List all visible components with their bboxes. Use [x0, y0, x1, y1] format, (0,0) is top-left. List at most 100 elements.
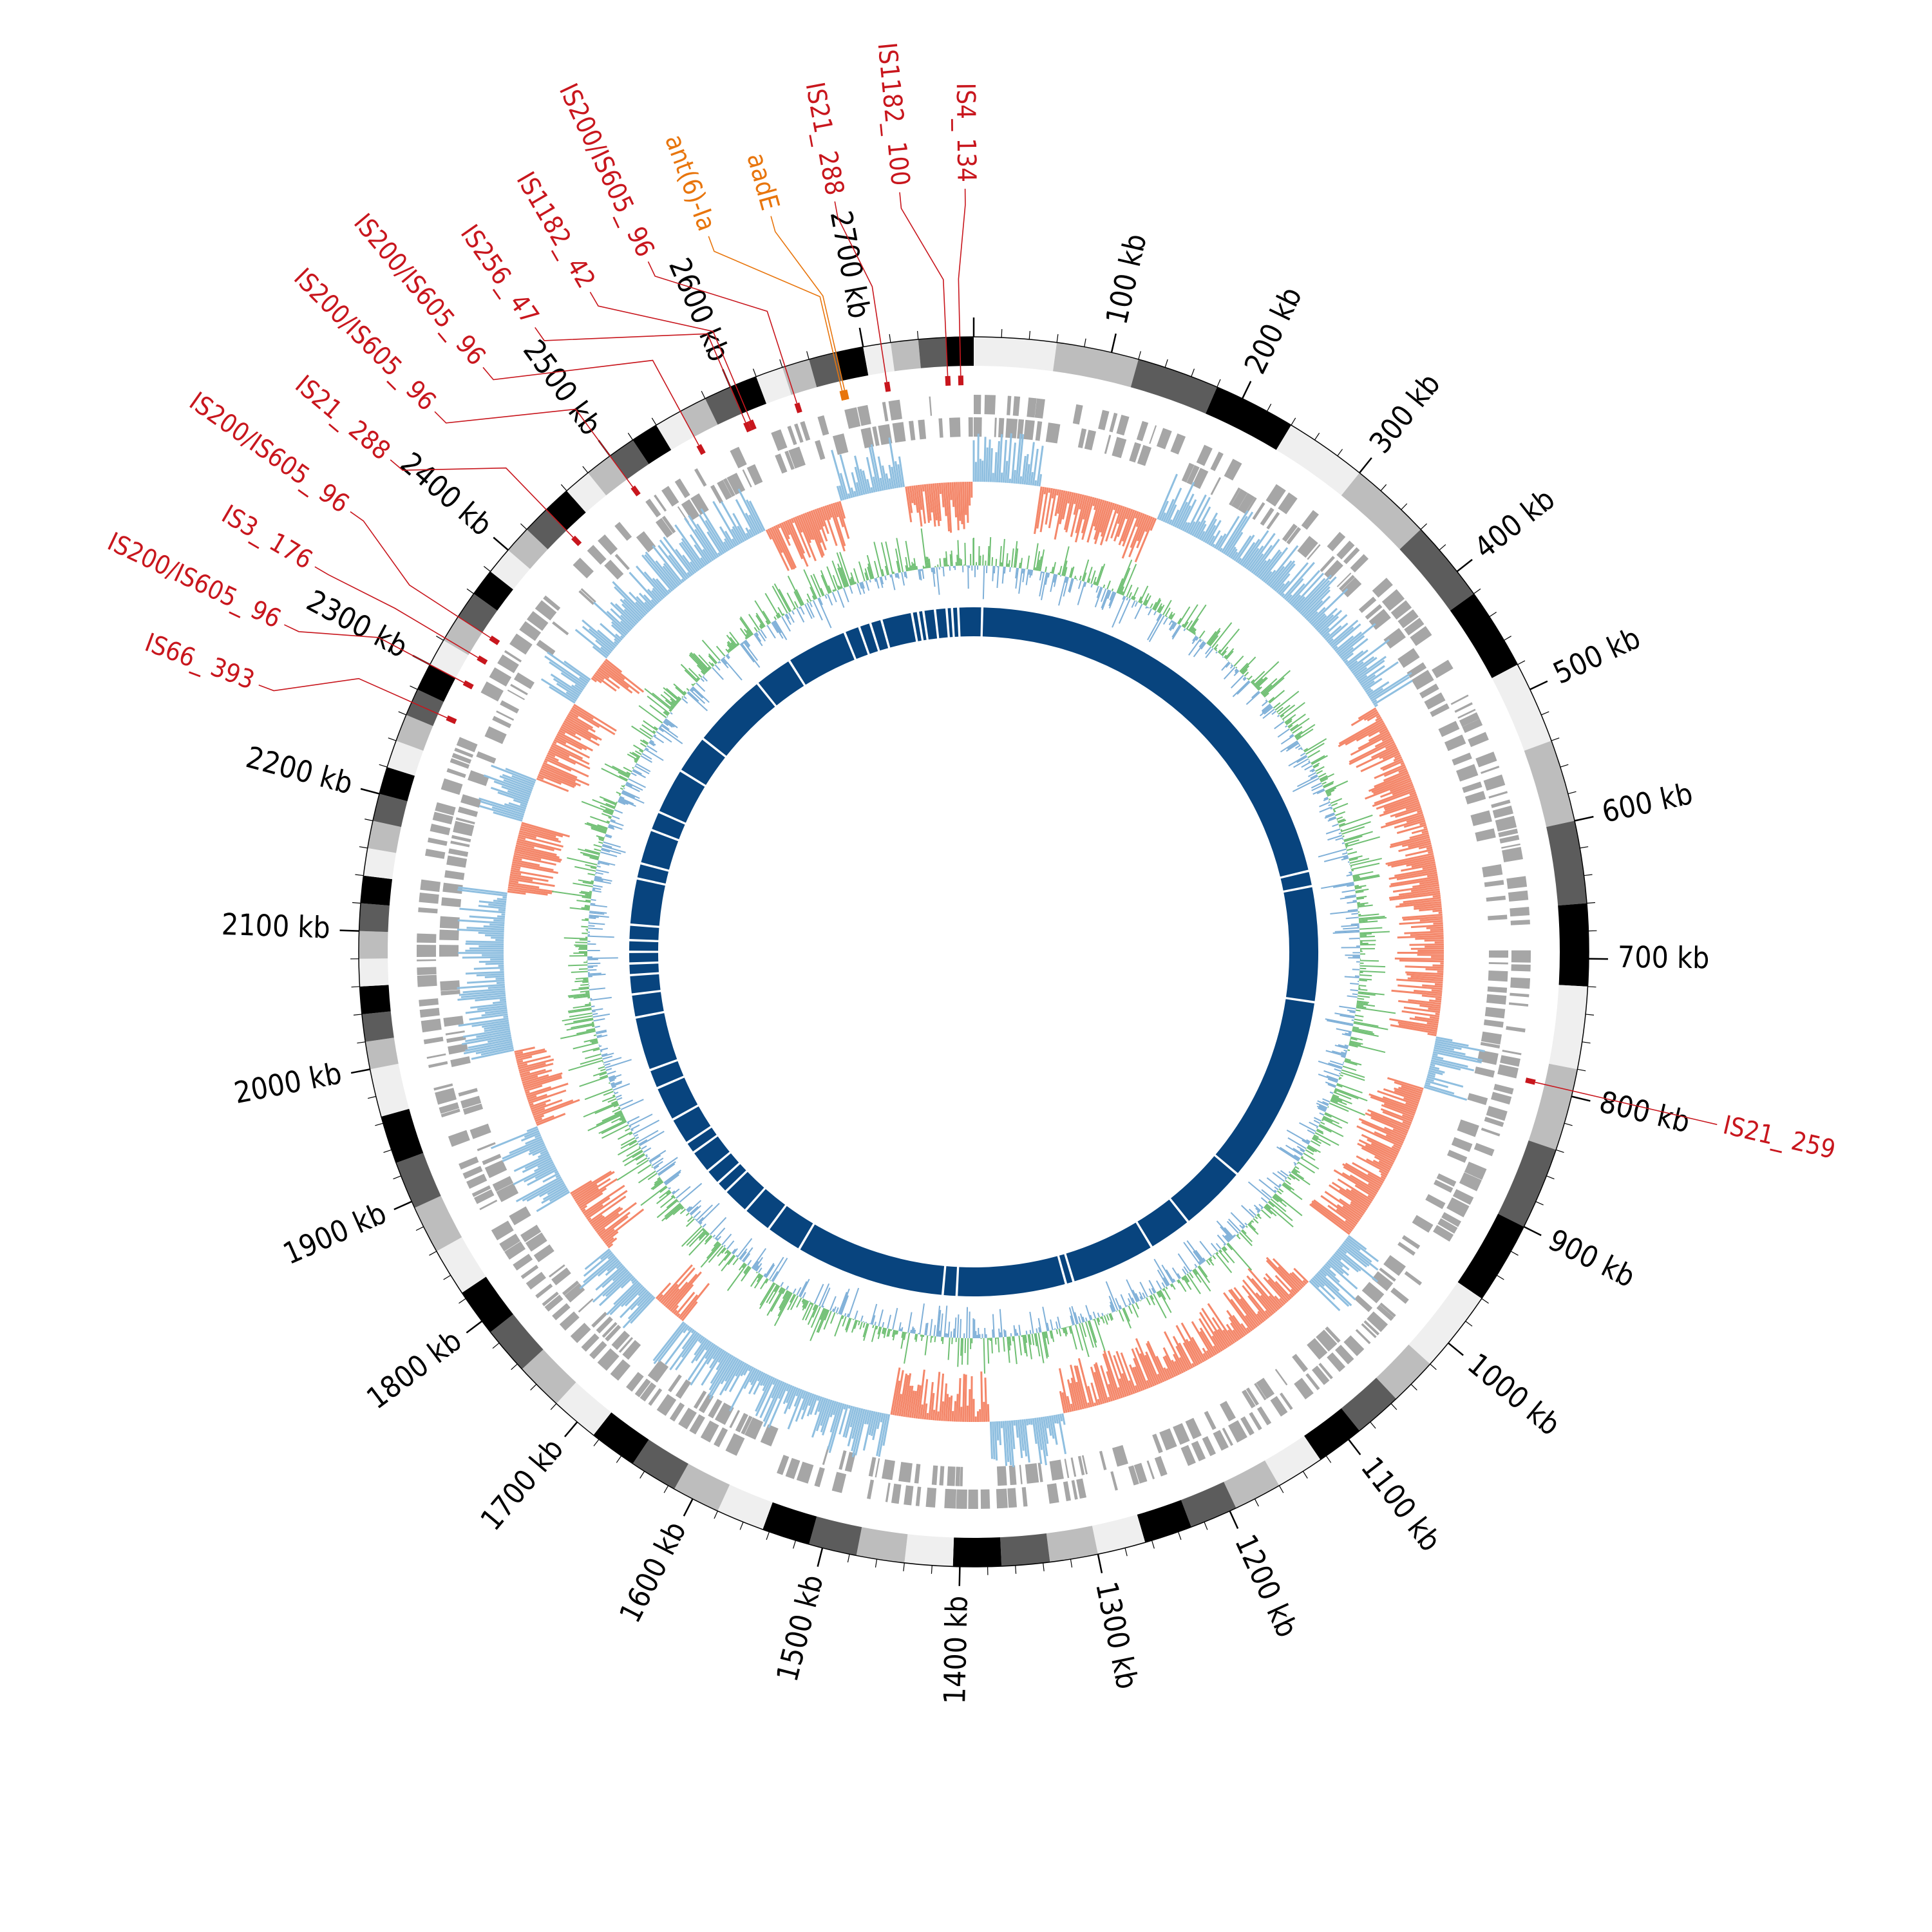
gc-content-bar	[1088, 578, 1091, 583]
gc-content-bar	[859, 582, 862, 589]
gc-content-bar	[698, 674, 703, 678]
gc-content-bar	[1329, 816, 1336, 820]
gc-content-bar	[1350, 1037, 1358, 1041]
gene-block	[777, 1455, 790, 1475]
gc-content-bar	[1210, 1242, 1218, 1252]
gene-block	[898, 1462, 913, 1483]
gc-skew-bar	[795, 1388, 800, 1397]
gene-block	[477, 1142, 496, 1151]
gene-block	[507, 689, 525, 701]
gc-skew-bar	[1419, 907, 1443, 912]
gc-content-bar	[753, 627, 758, 632]
gc-content-bar	[1333, 810, 1336, 813]
gene-block	[1240, 1416, 1255, 1436]
gc-skew-bar	[600, 623, 621, 643]
gc-skew-bar	[621, 603, 640, 622]
minor-tick	[357, 1041, 366, 1044]
gc-content-bar	[1319, 775, 1328, 781]
gc-skew-bar	[515, 844, 557, 856]
gc-content-bar	[1351, 1019, 1354, 1021]
gc-content-bar	[995, 558, 998, 567]
gc-skew-bar	[755, 1376, 773, 1412]
gene-block	[844, 407, 861, 429]
gc-skew-bar	[655, 1282, 672, 1300]
gc-skew-bar	[547, 752, 556, 758]
gc-skew-bar	[1103, 1350, 1121, 1399]
gc-skew-bar	[1227, 1329, 1237, 1343]
minor-tick	[766, 1531, 770, 1540]
gc-content-bar	[1142, 1293, 1146, 1299]
gc-content-bar	[861, 582, 865, 589]
gc-skew-bar	[524, 1076, 562, 1090]
gene-block	[573, 557, 594, 579]
gc-content-bar	[744, 637, 748, 640]
gc-skew-bar	[1428, 850, 1434, 854]
gc-content-bar	[647, 696, 670, 714]
gc-content-bar	[905, 571, 908, 579]
gc-skew-bar	[1429, 999, 1442, 1003]
gene-block	[1294, 1378, 1314, 1399]
gene-block	[885, 1482, 891, 1502]
gc-content-bar	[1247, 1224, 1259, 1235]
gc-skew-bar	[806, 1394, 817, 1417]
gc-content-bar	[1071, 1305, 1078, 1325]
gc-content-bar	[634, 761, 638, 763]
gc-skew-bar	[1162, 1356, 1175, 1378]
ideogram-band	[730, 376, 767, 414]
gc-content-bar	[1012, 1336, 1014, 1341]
gc-content-bar	[598, 860, 616, 866]
gc-content-bar	[1255, 1208, 1260, 1213]
gene-block	[453, 820, 475, 837]
gc-content-bar	[632, 768, 642, 775]
gc-content-bar	[1161, 1264, 1174, 1283]
gc-content-bar	[904, 1332, 911, 1364]
gc-content-bar	[794, 601, 799, 609]
gc-skew-bar	[1326, 622, 1349, 643]
gc-skew-bar	[605, 1261, 621, 1276]
gc-skew-bar	[1273, 563, 1296, 591]
gc-content-bar	[579, 891, 592, 895]
gc-content-bar	[1153, 1258, 1170, 1285]
gc-content-bar	[591, 828, 607, 834]
gc-content-bar	[1349, 1044, 1358, 1048]
gc-content-bar	[936, 567, 940, 595]
gc-content-bar	[1341, 924, 1359, 927]
gc-content-bar	[954, 1317, 957, 1338]
gene-block	[1406, 662, 1427, 678]
gc-content-bar	[1001, 566, 1005, 584]
gc-content-bar	[983, 1338, 986, 1374]
gc-content-bar	[1248, 1222, 1256, 1231]
gc-content-bar	[1169, 614, 1173, 620]
minor-tick	[1278, 1485, 1284, 1493]
gc-skew-bar	[1342, 652, 1354, 662]
gene-block	[831, 1472, 847, 1493]
gc-content-bar	[1128, 1305, 1133, 1314]
gc-content-bar	[1168, 611, 1173, 619]
gc-content-bar	[1023, 1334, 1028, 1357]
gc-content-bar	[866, 554, 875, 579]
ideogram-band	[1549, 985, 1588, 1070]
minor-tick	[1401, 503, 1408, 510]
gc-content-bar	[1149, 1295, 1155, 1305]
gc-skew-bar	[843, 1404, 847, 1410]
gc-content-bar	[718, 1251, 731, 1266]
gc-content-bar	[1338, 822, 1345, 826]
gene-block	[525, 1232, 547, 1252]
gc-content-bar	[1359, 970, 1386, 973]
gc-content-bar	[1291, 1171, 1311, 1186]
contig-segment	[913, 612, 922, 641]
gc-skew-bar	[1232, 1314, 1247, 1336]
gc-skew-bar	[651, 590, 662, 601]
gc-content-bar	[1212, 1255, 1217, 1260]
gene-block	[784, 450, 795, 470]
minor-tick	[1584, 874, 1593, 876]
gc-skew-bar	[459, 907, 506, 914]
gc-skew-bar	[839, 473, 849, 500]
gc-skew-bar	[542, 764, 590, 786]
gc-content-bar	[592, 1025, 595, 1027]
gc-content-bar	[932, 567, 936, 587]
gc-content-bar	[1200, 642, 1207, 650]
gc-skew-bar	[849, 1406, 857, 1428]
gc-content-bar	[947, 1321, 951, 1338]
gc-content-bar	[587, 1113, 624, 1132]
